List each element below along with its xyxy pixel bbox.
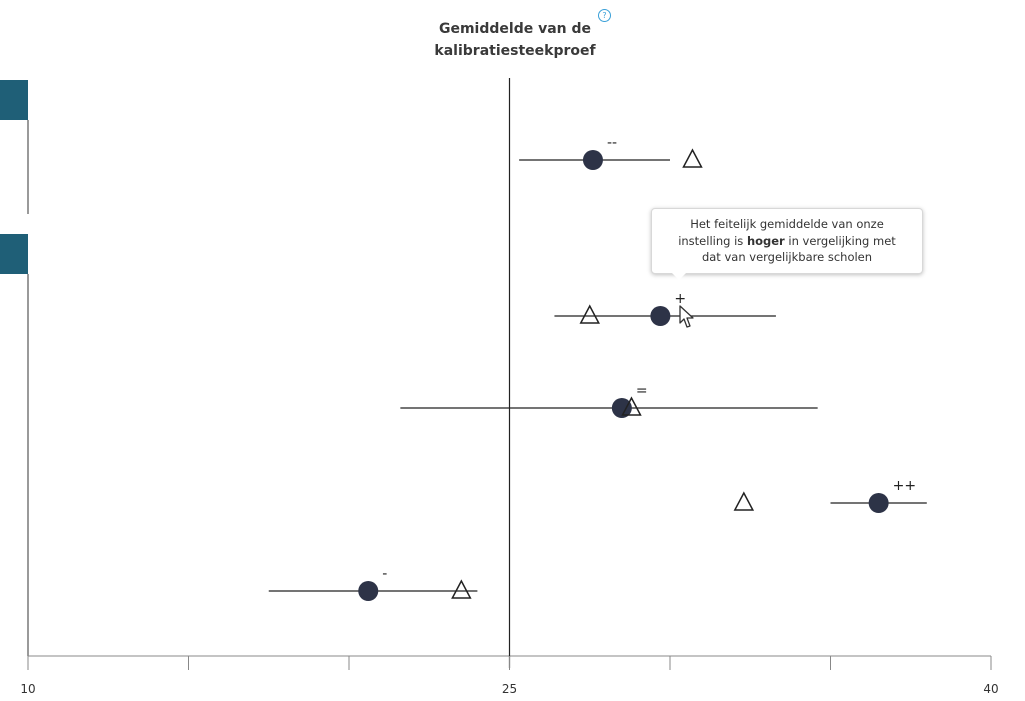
data-rows: -- + = ++ -	[268, 135, 927, 601]
tooltip-line3: dat van vergelijkbare scholen	[701, 250, 873, 264]
tooltip-line2-bold: hoger	[746, 233, 785, 248]
data-row: ++	[733, 478, 927, 513]
x-tick-label: 10	[20, 682, 35, 696]
data-row: --	[519, 135, 703, 170]
comparison-label: -	[382, 566, 387, 582]
reference-line-title: Gemiddelde van de kalibratiesteekproef	[400, 18, 630, 62]
group-bar-1[interactable]	[0, 80, 28, 120]
comparison-label: +	[674, 291, 686, 307]
data-row: -	[268, 566, 478, 601]
observed-mean-dot	[582, 150, 603, 170]
comparison-tooltip: Het feitelijk gemiddelde van onze instel…	[651, 208, 923, 274]
tooltip-arrow	[672, 273, 686, 280]
minor-ticks	[27, 656, 992, 670]
tooltip-line2: instelling is hoger in vergelijking met	[652, 233, 922, 250]
tooltip-line1: Het feitelijk gemiddelde van onze	[690, 217, 884, 231]
expected-value-triangle	[733, 491, 755, 511]
comparison-label: =	[636, 383, 648, 399]
observed-mean-dot	[868, 493, 889, 513]
x-tick-label: 40	[983, 682, 998, 696]
reference-title-line2: kalibratiesteekproef	[434, 43, 596, 59]
group-bar-2[interactable]	[0, 234, 28, 274]
x-tick-label: 25	[502, 682, 517, 696]
observed-mean-dot	[358, 581, 379, 601]
expected-value-triangle	[682, 148, 703, 168]
comparison-label: ++	[893, 478, 916, 494]
expected-value-triangle	[579, 304, 600, 324]
question-circle-icon[interactable]: ?	[598, 9, 611, 22]
observed-mean-dot	[650, 306, 671, 326]
expected-value-triangle	[451, 579, 472, 599]
comparison-label: --	[607, 135, 617, 151]
tooltip-line2-end: in vergelijking met	[784, 233, 896, 248]
expected-value-triangle	[621, 396, 642, 416]
observed-mean-dot	[611, 398, 632, 418]
tooltip-line2-start: instelling is	[678, 233, 747, 248]
reference-title-line1: Gemiddelde van de	[438, 21, 592, 37]
mouse-pointer-icon	[679, 305, 694, 328]
x-tick-labels: 10 25 40	[20, 682, 998, 696]
data-row: =	[400, 383, 818, 418]
data-row: +	[554, 291, 776, 326]
